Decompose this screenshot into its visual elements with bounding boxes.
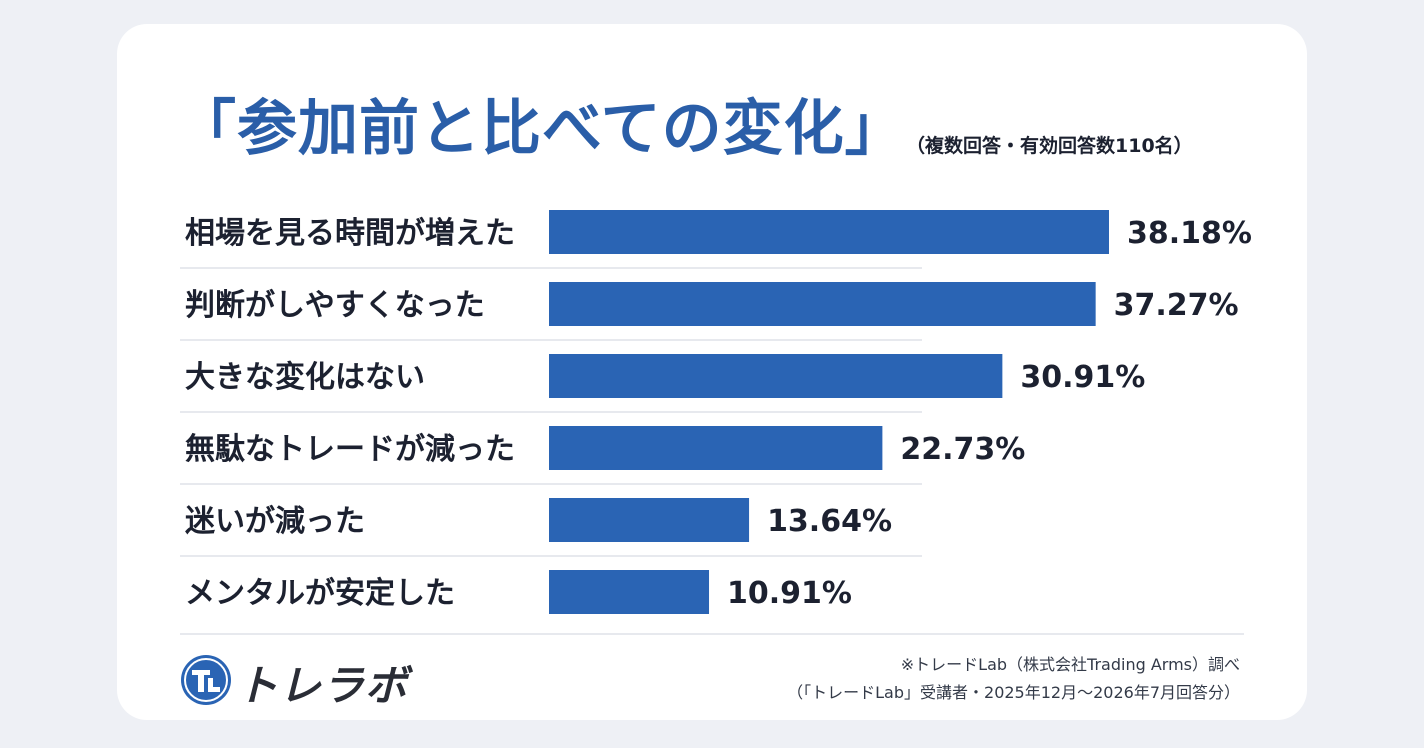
chart-title: 「参加前と比べての変化」 bbox=[176, 94, 906, 164]
bar bbox=[549, 354, 1003, 398]
source-line-2: （「トレードLab」受講者・2025年12月〜2026年7月回答分） bbox=[787, 683, 1240, 702]
value-label: 38.18% bbox=[1127, 216, 1252, 251]
bar bbox=[549, 210, 1109, 254]
logo-wordmark: トレラボ bbox=[236, 661, 409, 710]
bar bbox=[549, 282, 1096, 326]
source-note: ※トレードLab（株式会社Trading Arms）調べ （「トレードLab」受… bbox=[787, 651, 1240, 707]
category-label: 判断がしやすくなった bbox=[185, 288, 485, 323]
bar bbox=[549, 426, 883, 470]
bar bbox=[549, 498, 750, 542]
source-line-1: ※トレードLab（株式会社Trading Arms）調べ bbox=[900, 655, 1240, 674]
trelabo-logo-icon bbox=[181, 655, 231, 705]
value-label: 37.27% bbox=[1114, 288, 1239, 323]
value-label: 22.73% bbox=[900, 432, 1025, 467]
value-label: 10.91% bbox=[727, 576, 852, 611]
category-label: 無駄なトレードが減った bbox=[185, 432, 515, 467]
value-label: 13.64% bbox=[767, 504, 892, 539]
category-label: メンタルが安定した bbox=[185, 576, 455, 611]
category-label: 迷いが減った bbox=[185, 504, 365, 539]
value-label: 30.91% bbox=[1020, 360, 1145, 395]
category-label: 大きな変化はない bbox=[185, 360, 425, 395]
bar bbox=[549, 570, 710, 614]
chart-subtitle: （複数回答・有効回答数110名） bbox=[906, 135, 1193, 157]
category-label: 相場を見る時間が増えた bbox=[185, 216, 515, 251]
